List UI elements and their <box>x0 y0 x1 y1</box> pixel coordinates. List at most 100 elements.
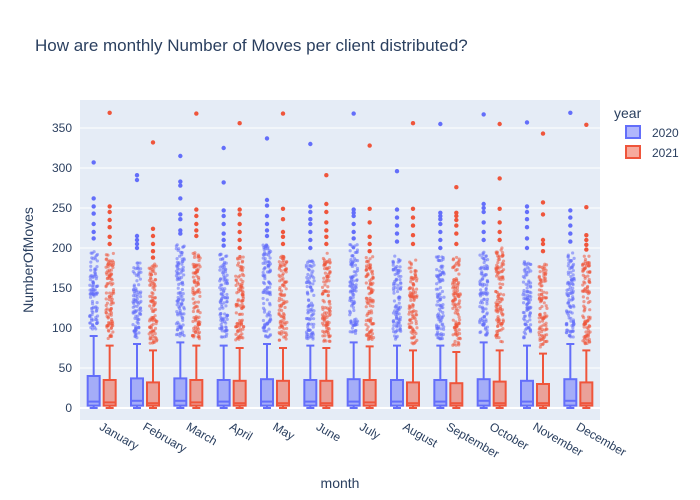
outlier-point <box>280 297 284 302</box>
outlier-point <box>540 200 546 205</box>
outlier-point <box>415 326 419 330</box>
outlier-point <box>451 306 455 310</box>
outlier-point <box>324 220 329 225</box>
outlier-point <box>540 241 546 247</box>
legend-item-2021[interactable]: 2021 <box>625 145 679 160</box>
box-january-2020[interactable] <box>86 160 101 409</box>
outlier-point <box>218 307 222 311</box>
outlier-point <box>522 311 526 315</box>
outlier-point <box>410 241 416 247</box>
outlier-point <box>234 338 238 342</box>
outlier-point <box>195 270 200 274</box>
outlier-point <box>499 285 503 290</box>
box-december-2021[interactable] <box>579 122 594 409</box>
outlier-point <box>526 265 530 269</box>
box-april-2021[interactable] <box>232 121 247 409</box>
box-august-2020[interactable] <box>390 169 404 409</box>
outlier-point <box>482 261 486 265</box>
outlier-point <box>411 310 415 314</box>
outlier-point <box>439 327 443 331</box>
outlier-point <box>455 311 460 316</box>
outlier-point <box>90 309 94 313</box>
outlier-point <box>545 306 549 310</box>
box-december-2020[interactable] <box>563 110 578 409</box>
box-november-2021[interactable] <box>536 131 550 409</box>
outlier-point <box>500 261 504 265</box>
outlier-point <box>434 287 438 291</box>
box-september-2020[interactable] <box>433 121 448 409</box>
box-june-2020[interactable] <box>303 141 318 409</box>
outlier-point <box>196 282 200 287</box>
outlier-point <box>365 260 369 264</box>
box-april-2020[interactable] <box>216 145 231 409</box>
outlier-point <box>581 273 585 277</box>
outlier-point <box>521 274 526 279</box>
outlier-point <box>261 270 265 275</box>
outlier-point <box>481 251 485 255</box>
outlier-point <box>179 325 184 329</box>
box-may-2020[interactable] <box>260 136 274 409</box>
legend-label-2021: 2021 <box>652 146 679 160</box>
outlier-point <box>566 264 570 268</box>
box-may-2021[interactable] <box>276 111 290 409</box>
box-september-2021[interactable] <box>449 185 464 409</box>
outlier-point <box>352 270 356 274</box>
legend-item-2020[interactable]: 2020 <box>625 125 679 140</box>
outlier-point <box>391 319 395 324</box>
outlier-point <box>107 110 112 116</box>
outlier-point <box>107 217 112 223</box>
outlier-point <box>442 272 446 276</box>
outlier-point <box>277 299 281 303</box>
outlier-point <box>261 273 265 277</box>
outlier-point <box>107 329 111 333</box>
outlier-point <box>397 301 401 305</box>
outlier-point <box>407 266 411 270</box>
outlier-point <box>324 201 329 207</box>
outlier-point <box>94 267 98 272</box>
outlier-point <box>88 295 93 299</box>
chart-title: How are monthly Number of Moves per clie… <box>35 36 468 55</box>
outlier-point <box>148 341 152 345</box>
outlier-point <box>438 286 443 290</box>
box-march-2021[interactable] <box>189 111 204 409</box>
outlier-point <box>434 323 439 327</box>
box-october-2020[interactable] <box>476 112 491 409</box>
outlier-point <box>568 239 573 244</box>
outlier-point <box>544 296 549 300</box>
outlier-point <box>544 315 548 319</box>
outlier-point <box>396 305 401 309</box>
outlier-point <box>351 229 356 235</box>
outlier-point <box>484 287 488 291</box>
outlier-point <box>135 295 139 299</box>
box-january-2021[interactable] <box>102 110 117 409</box>
box-march-2020[interactable] <box>173 153 188 409</box>
outlier-point <box>136 314 140 318</box>
outlier-point <box>134 287 138 291</box>
box-november-2020[interactable] <box>520 120 534 409</box>
box-october-2021[interactable] <box>492 121 507 409</box>
outlier-point <box>496 315 500 319</box>
outlier-point <box>94 277 98 281</box>
outlier-point <box>153 301 157 305</box>
outlier-point <box>285 300 289 304</box>
outlier-point <box>109 313 113 317</box>
outlier-point <box>525 303 529 307</box>
box-february-2020[interactable] <box>130 173 144 409</box>
outlier-point <box>280 111 286 116</box>
outlier-point <box>194 233 199 239</box>
outlier-point <box>194 111 199 116</box>
outlier-point <box>351 213 356 219</box>
outlier-point <box>522 330 526 334</box>
outlier-point <box>436 294 440 298</box>
outlier-point <box>147 332 151 336</box>
iqr-box <box>189 379 204 407</box>
outlier-point <box>280 217 286 222</box>
box-july-2021[interactable] <box>362 143 377 409</box>
outlier-point <box>398 295 402 300</box>
box-february-2021[interactable] <box>146 140 160 409</box>
box-july-2020[interactable] <box>346 111 361 409</box>
box-august-2021[interactable] <box>406 121 420 409</box>
outlier-point <box>497 275 501 279</box>
box-june-2021[interactable] <box>319 173 334 409</box>
outlier-point <box>399 281 403 285</box>
